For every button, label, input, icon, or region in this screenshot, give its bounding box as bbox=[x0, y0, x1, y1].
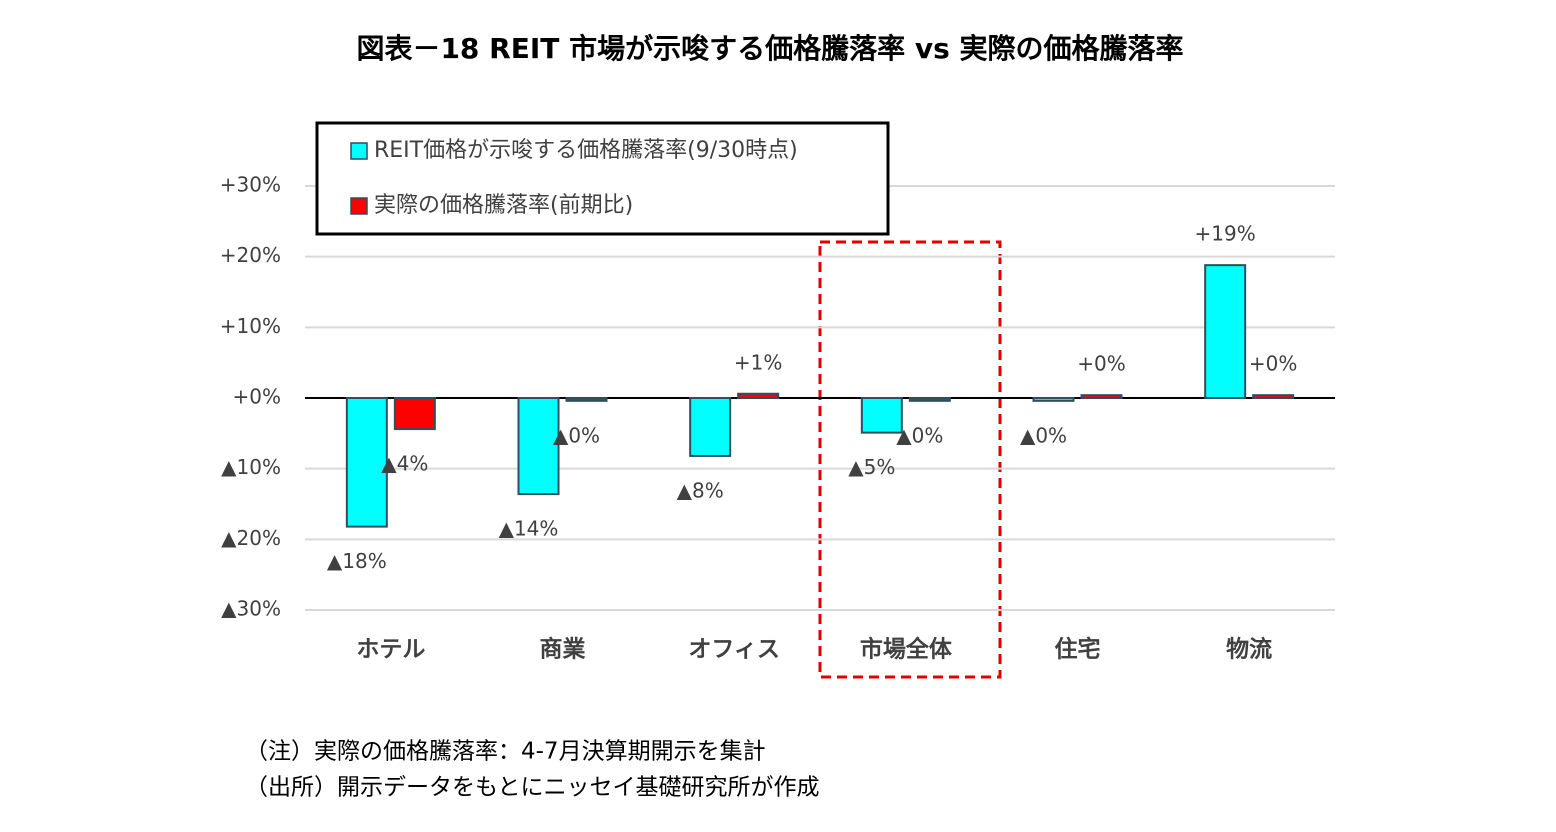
x-tick-label: オフィス bbox=[688, 637, 780, 663]
value-label: ▲0% bbox=[896, 423, 943, 447]
y-tick-label: +20% bbox=[220, 243, 281, 267]
note: （注）実際の価格騰落率：4-7月決算期開示を集計 bbox=[245, 739, 766, 765]
y-tick-label: ▲10% bbox=[221, 455, 281, 479]
legend-swatch bbox=[350, 142, 368, 160]
value-label: ▲18% bbox=[327, 549, 387, 573]
value-label: ▲4% bbox=[381, 452, 428, 476]
x-tick-label: 住宅 bbox=[1055, 636, 1101, 663]
y-tick-label: ▲30% bbox=[221, 597, 281, 621]
x-tick-label: 商業 bbox=[540, 636, 587, 663]
value-label: +1% bbox=[734, 350, 783, 374]
value-label: ▲5% bbox=[848, 455, 895, 479]
y-tick-label: +0% bbox=[233, 385, 282, 409]
x-tick-label: 市場全体 bbox=[860, 636, 953, 663]
value-label: ▲0% bbox=[1020, 423, 1067, 447]
legend-label: 実際の価格騰落率(前期比) bbox=[374, 193, 633, 218]
x-tick-label: ホテル bbox=[356, 637, 425, 663]
bar bbox=[1080, 394, 1123, 400]
bar bbox=[908, 397, 951, 402]
bar bbox=[689, 397, 732, 457]
value-label: +0% bbox=[1077, 352, 1126, 376]
bar bbox=[565, 397, 608, 402]
bar bbox=[345, 397, 388, 528]
bar bbox=[393, 397, 436, 431]
value-label: ▲0% bbox=[553, 423, 600, 447]
bar bbox=[1032, 397, 1075, 402]
bar bbox=[1204, 264, 1247, 399]
chart-title: 図表－18 REIT 市場が示唆する価格騰落率 vs 実際の価格騰落率 bbox=[356, 32, 1183, 65]
y-tick-label: ▲20% bbox=[221, 526, 281, 550]
legend-label: REIT価格が示唆する価格騰落率(9/30時点) bbox=[374, 138, 798, 163]
y-tick-label: +10% bbox=[220, 314, 281, 338]
bar bbox=[1252, 394, 1295, 400]
value-label: +19% bbox=[1195, 222, 1256, 246]
note: （出所）開示データをもとにニッセイ基礎研究所が作成 bbox=[245, 775, 820, 801]
legend-swatch bbox=[350, 197, 368, 215]
value-label: +0% bbox=[1249, 352, 1298, 376]
x-tick-label: 物流 bbox=[1226, 636, 1272, 663]
value-label: ▲14% bbox=[499, 517, 559, 541]
y-tick-label: +30% bbox=[220, 173, 281, 197]
bar bbox=[860, 397, 903, 434]
bar bbox=[737, 392, 780, 400]
bar bbox=[517, 397, 560, 496]
value-label: ▲8% bbox=[677, 478, 724, 502]
highlight-box bbox=[818, 240, 1002, 679]
legend-box bbox=[315, 121, 890, 236]
